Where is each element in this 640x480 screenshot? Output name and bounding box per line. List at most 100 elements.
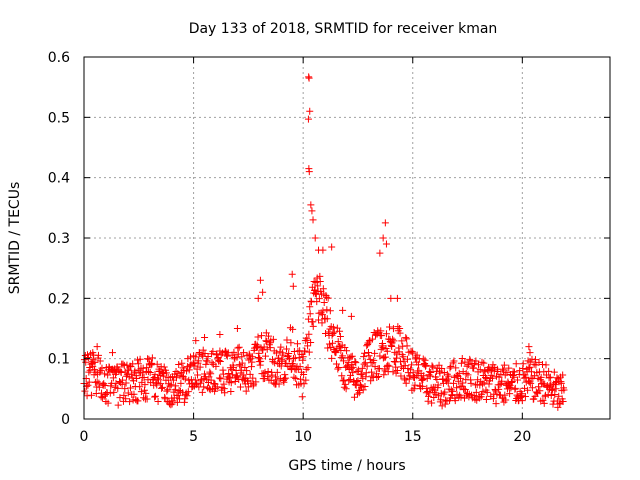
data-point <box>227 388 235 396</box>
data-point <box>359 375 367 383</box>
data-point <box>248 353 256 361</box>
data-point <box>407 361 415 369</box>
data-point <box>162 369 170 377</box>
data-point <box>403 355 411 363</box>
data-point <box>526 358 534 366</box>
data-point <box>397 372 405 380</box>
data-point <box>325 340 333 348</box>
data-point <box>310 278 318 286</box>
data-point <box>399 353 407 361</box>
data-point <box>449 359 457 367</box>
data-point <box>365 352 373 360</box>
data-point <box>445 372 453 380</box>
data-point <box>489 374 497 382</box>
data-point <box>434 381 442 389</box>
data-point <box>93 378 101 386</box>
data-point <box>539 396 547 404</box>
data-point <box>184 388 192 396</box>
data-point <box>552 379 560 387</box>
data-point <box>339 357 347 365</box>
data-point <box>482 374 490 382</box>
data-point <box>194 357 202 365</box>
data-point <box>328 243 336 251</box>
y-tick-label: 0.6 <box>48 50 70 66</box>
data-point <box>480 379 488 387</box>
data-point <box>151 393 159 401</box>
data-point <box>451 397 459 405</box>
data-point <box>373 373 381 381</box>
data-point <box>229 371 237 379</box>
data-point <box>173 398 181 406</box>
data-point <box>475 394 483 402</box>
data-point <box>282 359 290 367</box>
data-point <box>348 352 356 360</box>
data-point <box>146 368 154 376</box>
data-point <box>525 378 533 386</box>
data-point <box>283 336 291 344</box>
data-point <box>518 397 526 405</box>
data-point <box>304 115 312 123</box>
data-point <box>559 371 567 379</box>
data-point <box>225 370 233 377</box>
data-point <box>136 355 144 363</box>
data-point <box>472 357 480 365</box>
data-point <box>108 349 116 357</box>
data-point <box>158 384 166 392</box>
data-point <box>238 359 246 367</box>
data-point <box>389 335 397 343</box>
data-point <box>279 351 287 359</box>
chart-title: Day 133 of 2018, SRMTID for receiver kma… <box>189 21 498 37</box>
data-point <box>207 376 215 384</box>
data-point <box>462 369 470 377</box>
data-point <box>354 366 362 374</box>
data-point <box>528 368 536 376</box>
data-point <box>479 388 487 396</box>
data-point <box>393 367 401 375</box>
data-point <box>495 385 503 393</box>
data-point <box>114 401 122 409</box>
data-point <box>260 370 268 378</box>
data-point <box>254 294 262 302</box>
data-point <box>450 379 458 387</box>
data-point <box>377 345 385 353</box>
data-point <box>304 315 312 323</box>
data-point <box>433 376 441 384</box>
data-point <box>343 347 351 355</box>
data-point <box>235 343 243 351</box>
data-point <box>376 352 384 360</box>
data-point <box>244 383 252 391</box>
data-point <box>306 303 314 311</box>
data-point <box>482 396 490 404</box>
data-point <box>459 368 467 376</box>
data-point <box>254 333 262 341</box>
data-point <box>121 385 129 393</box>
data-point <box>81 387 89 395</box>
data-point <box>282 374 290 382</box>
data-point <box>266 344 274 352</box>
data-point <box>212 362 220 370</box>
data-point <box>385 362 393 370</box>
data-point <box>370 356 378 364</box>
data-point <box>212 384 219 392</box>
data-point <box>136 383 144 391</box>
data-point <box>319 307 327 315</box>
data-point <box>557 379 565 387</box>
data-point <box>204 353 212 361</box>
data-point <box>505 364 513 372</box>
data-point <box>336 332 344 340</box>
axis-ticks: 0 5 10 15 20 0 0.1 0.2 0.3 0.4 0.5 0.6 <box>48 50 610 445</box>
data-point <box>499 367 507 375</box>
data-point <box>277 343 285 351</box>
data-point <box>436 369 444 377</box>
data-point <box>452 364 460 372</box>
data-point <box>555 392 563 400</box>
y-axis-label: SRMTID / TECUs <box>7 182 23 295</box>
data-point <box>480 359 488 367</box>
data-point <box>144 368 152 376</box>
data-point <box>381 219 389 227</box>
data-point <box>304 364 312 372</box>
data-point <box>82 358 90 366</box>
data-point <box>560 386 568 394</box>
data-point <box>528 384 536 392</box>
data-point <box>312 278 320 286</box>
